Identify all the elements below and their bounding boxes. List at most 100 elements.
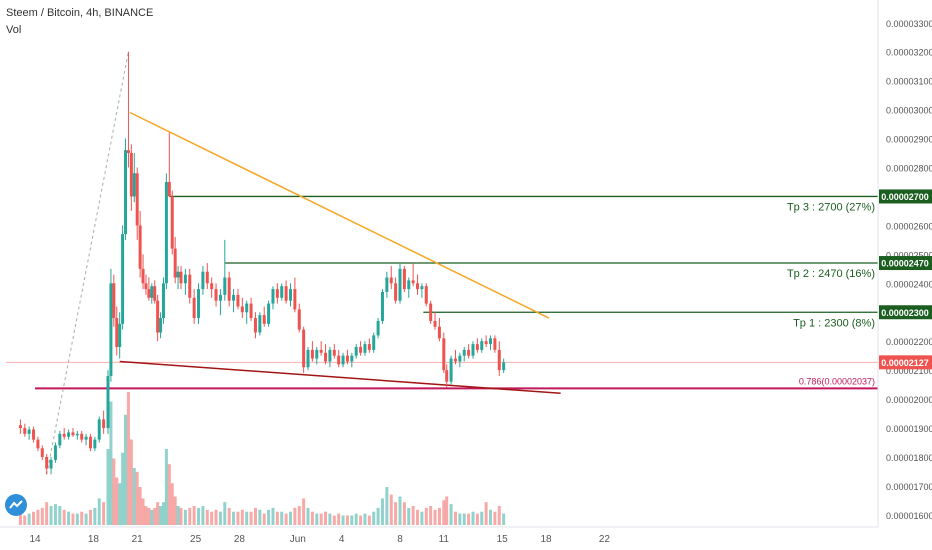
volume-bar	[253, 507, 257, 525]
volume-bar	[319, 513, 323, 525]
candle-body	[183, 274, 187, 284]
candle-body	[433, 320, 437, 327]
volume-bar	[249, 511, 253, 525]
price-tag-current	[879, 355, 932, 370]
volume-bar	[502, 513, 506, 525]
candle-body	[394, 283, 398, 301]
annotation-tp1: Tp 1 : 2300 (8%)	[793, 317, 875, 329]
candle-body	[493, 338, 497, 350]
annotation-tp2: Tp 2 : 2470 (16%)	[787, 268, 875, 280]
x-tick-label: 8	[397, 534, 403, 545]
volume-bar	[88, 509, 92, 525]
volume-bar	[49, 506, 53, 525]
logo-icon	[9, 500, 23, 509]
candle-body	[62, 433, 66, 437]
candle-body	[306, 349, 310, 368]
volume-bar	[420, 511, 424, 525]
volume-bar	[458, 513, 462, 525]
candle-body	[236, 294, 240, 307]
volume-bar	[67, 511, 71, 525]
volume-bar	[293, 507, 297, 525]
candle-body	[319, 349, 323, 353]
y-tick-label: 0.00002100	[886, 366, 932, 376]
volume-bar	[112, 458, 116, 525]
candle-body	[161, 283, 165, 319]
candle-body	[376, 320, 380, 336]
candle-body	[173, 248, 177, 278]
trendlines	[46, 51, 561, 475]
candle-body	[227, 277, 231, 301]
candle-body	[80, 433, 84, 440]
volume-bar	[164, 449, 168, 525]
volume-bar	[497, 506, 501, 525]
volume-bar	[284, 513, 288, 525]
volume-bar	[354, 513, 358, 525]
volume-bar	[363, 513, 367, 525]
x-tick-label: 28	[234, 534, 246, 545]
candle-body	[27, 429, 31, 434]
candle-body	[71, 432, 75, 436]
candle-body	[167, 181, 171, 197]
tradingview-logo[interactable]	[5, 494, 27, 516]
candle-body	[58, 433, 62, 446]
volume-bar	[205, 509, 209, 525]
volume-bar	[192, 506, 196, 525]
x-tick-label: 18	[540, 534, 552, 545]
volume-bar	[372, 511, 376, 525]
volume-bar	[332, 515, 336, 525]
candle-body	[372, 335, 376, 350]
volume-bar	[245, 511, 249, 525]
candle-body	[280, 286, 284, 298]
candle-body	[267, 303, 271, 324]
volume-bar	[445, 496, 449, 525]
volume-bar	[97, 498, 101, 525]
candle-body	[445, 370, 449, 382]
candle-body	[32, 429, 36, 440]
candle-body	[489, 338, 493, 345]
volume-bar	[183, 509, 187, 525]
candle-body	[159, 318, 163, 333]
volume-bar	[121, 452, 125, 525]
candle-body	[245, 303, 249, 313]
volume-bars	[18, 392, 506, 525]
candle-body	[389, 277, 393, 284]
volume-bar	[402, 502, 406, 525]
volume-bar	[102, 502, 106, 525]
volume-bar	[232, 511, 236, 525]
candle-body	[176, 271, 180, 278]
y-tick-label: 0.00002200	[886, 337, 932, 347]
volume-bar	[389, 494, 393, 525]
volume-bar	[75, 513, 79, 525]
candle-body	[124, 150, 128, 235]
volume-bar	[258, 509, 262, 525]
candle-body	[93, 439, 97, 449]
candle-body	[449, 358, 453, 382]
volume-bar	[115, 477, 119, 525]
volume-bar	[471, 511, 475, 525]
y-tick-label: 0.00001700	[886, 482, 932, 492]
candle-body	[197, 289, 201, 319]
volume-bar	[167, 464, 171, 525]
volume-bar	[289, 511, 292, 525]
candle-body	[112, 283, 116, 319]
volume-bar	[275, 511, 279, 525]
price-tag-text-tp2: 0.00002470	[881, 259, 929, 269]
y-tick-label: 0.00003300	[886, 19, 932, 29]
candle-body	[138, 225, 142, 269]
candle-body	[302, 329, 306, 368]
volume-bar	[484, 502, 488, 525]
candle-body	[385, 277, 389, 292]
volume-bar	[376, 507, 380, 525]
volume-bar	[124, 414, 128, 525]
candle-body	[398, 268, 402, 301]
price-labels: 0.00002700 0.00002470 0.00002300 0.00002127	[879, 189, 932, 370]
candle-body	[458, 355, 462, 362]
candle-body	[475, 344, 479, 350]
upper-trendline	[129, 111, 550, 319]
candle-body	[126, 150, 130, 154]
x-axis: 14 18 21 25 28 Jun 4 8 11 15 18 22	[0, 526, 878, 545]
candle-body	[462, 349, 466, 356]
annotation-tp3: Tp 3 : 2700 (27%)	[787, 201, 875, 213]
candle-body	[218, 294, 222, 301]
